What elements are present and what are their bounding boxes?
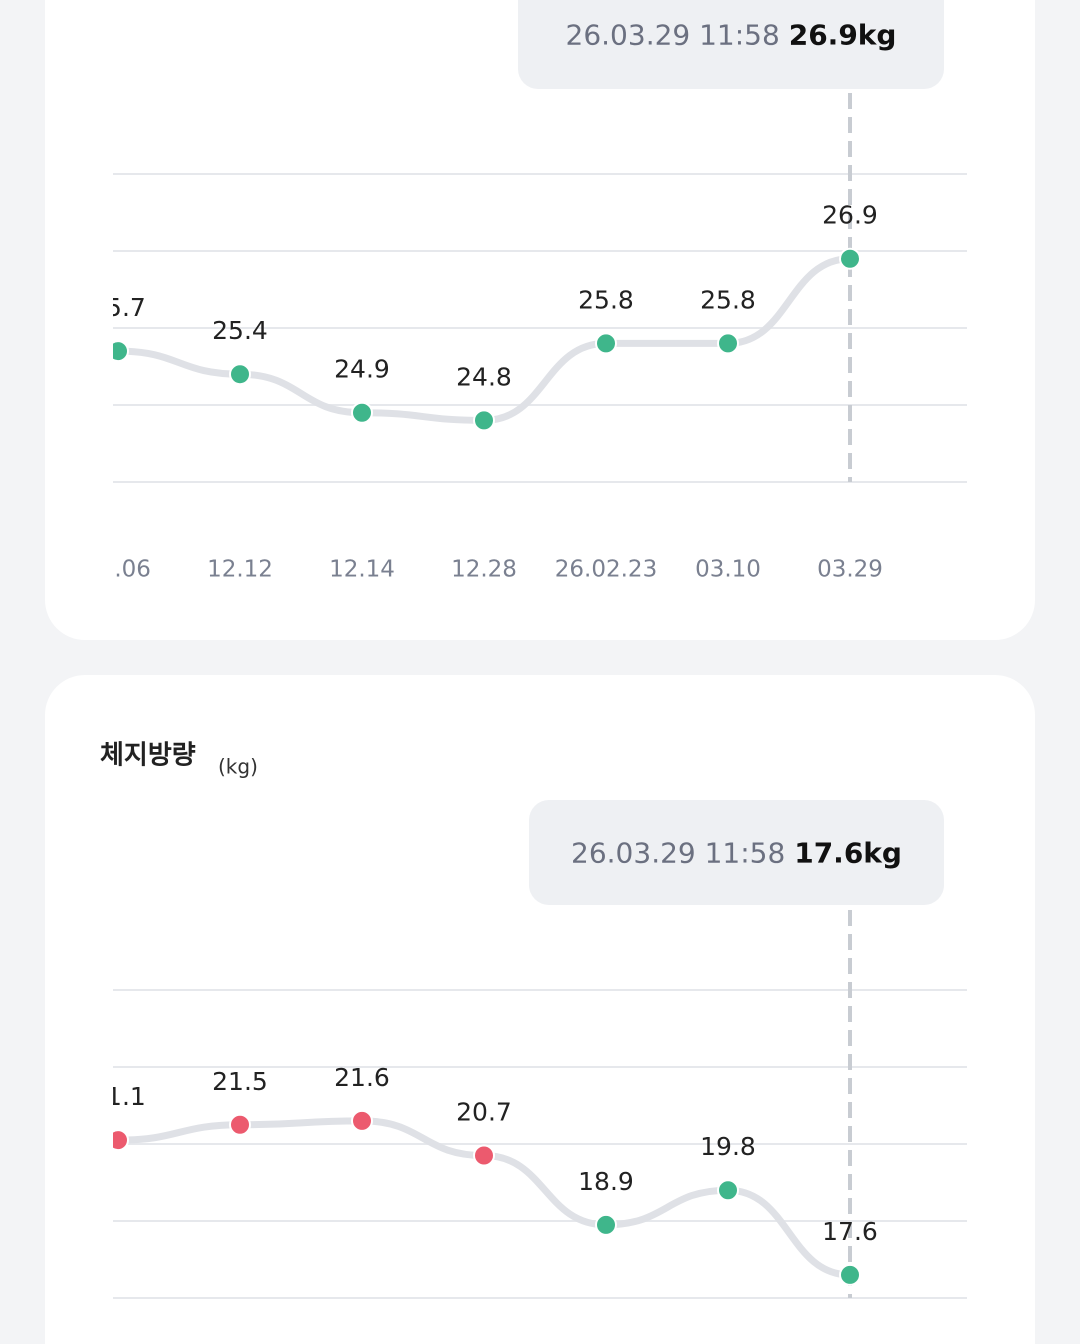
card	[45, 675, 1035, 1344]
data-point	[473, 1144, 495, 1167]
tooltip-text: 26.03.29 11:58 17.6kg	[571, 837, 902, 870]
tooltip-datetime: 26.03.29 11:58	[566, 19, 780, 52]
tooltip-value: 26.9kg	[789, 19, 897, 52]
tooltip	[518, 0, 944, 89]
value-label: 21.6	[334, 1063, 390, 1092]
data-point	[351, 401, 373, 424]
x-tick-label: 03.10	[695, 557, 761, 583]
data-point	[229, 363, 251, 386]
tooltip-datetime: 26.03.29 11:58	[571, 837, 785, 870]
tooltip	[529, 800, 944, 905]
x-tick-label: 12.06	[85, 557, 151, 583]
tooltip-text: 26.03.29 11:58 26.9kg	[566, 19, 897, 52]
data-point	[113, 340, 129, 363]
value-label: 25.7	[90, 293, 146, 322]
value-label: 25.8	[578, 285, 634, 314]
plot: 21.1 21.5 21.6 20.7 18.9 19.8 17.6	[90, 1063, 878, 1286]
value-label: 21.1	[90, 1082, 146, 1111]
data-point	[839, 1263, 861, 1286]
value-label: 18.9	[578, 1167, 634, 1196]
x-tick-label: 12.12	[207, 557, 273, 583]
value-label: 25.4	[212, 316, 268, 345]
data-point	[717, 1179, 739, 1202]
value-label: 21.5	[212, 1067, 268, 1096]
data-point	[595, 332, 617, 355]
value-label: 26.9	[822, 201, 878, 230]
x-tick-label: 03.29	[817, 557, 883, 583]
value-label: 17.6	[822, 1217, 878, 1246]
value-label: 19.8	[700, 1132, 756, 1161]
data-point	[351, 1109, 373, 1132]
data-point	[473, 409, 495, 432]
data-point	[113, 1129, 129, 1152]
chart-title: 체지방량	[100, 741, 196, 771]
value-label: 25.8	[700, 285, 756, 314]
value-label: 20.7	[456, 1098, 512, 1127]
x-tick-label: 12.14	[329, 557, 395, 583]
value-label: 24.8	[456, 362, 512, 391]
data-point	[229, 1113, 251, 1136]
unit-label: (kg)	[218, 755, 258, 779]
value-label: 24.9	[334, 355, 390, 384]
x-tick-label: 12.28	[451, 557, 517, 583]
tooltip-value: 17.6kg	[794, 837, 902, 870]
data-point	[595, 1213, 617, 1236]
plot: 25.7 12.06 25.4 12.12 24.9 12.14 24.8 12.28 25.8…	[85, 201, 883, 583]
card	[45, 0, 1035, 640]
data-point	[839, 247, 861, 270]
data-point	[717, 332, 739, 355]
x-tick-label: 26.02.23	[555, 557, 657, 583]
